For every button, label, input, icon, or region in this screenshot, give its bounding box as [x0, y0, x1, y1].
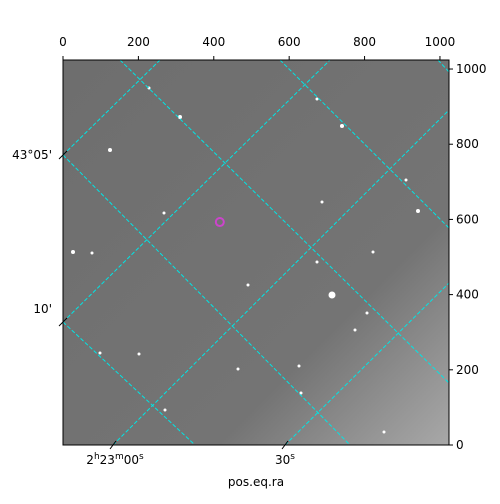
x-tick-label: 1000 [425, 35, 456, 49]
ra-part: 00 [124, 453, 139, 467]
ra-label: 2h23m00s [86, 452, 144, 467]
y-tick-label: 400 [456, 288, 479, 302]
ra-part: 30 [275, 453, 290, 467]
dec-label: 43°05' [12, 148, 52, 162]
sky-image [63, 60, 449, 445]
ra-label: 30s [275, 452, 295, 467]
target-marker [214, 217, 225, 228]
y-tick-label: 0 [456, 438, 464, 452]
dec-label: 10' [33, 302, 52, 316]
x-tick-label: 600 [278, 35, 301, 49]
y-tick-label: 200 [456, 363, 479, 377]
x-tick-label: 800 [353, 35, 376, 49]
ra-part: s [290, 452, 295, 462]
ra-part: 2 [86, 453, 94, 467]
coordinate-grid [62, 59, 450, 446]
ra-part: s [139, 452, 144, 462]
y-tick-label: 800 [456, 137, 479, 151]
x-tick-label: 200 [127, 35, 150, 49]
y-tick-label: 1000 [456, 62, 487, 76]
frame [62, 59, 450, 446]
x-axis-label: pos.eq.ra [228, 475, 284, 489]
x-tick-label: 400 [202, 35, 225, 49]
y-tick-label: 600 [456, 212, 479, 226]
ra-part: h [94, 452, 100, 462]
x-tick-label: 0 [59, 35, 67, 49]
stars [71, 86, 420, 434]
dec-ticks [58, 150, 289, 450]
ra-part: m [115, 452, 124, 462]
ra-part: 23 [100, 453, 115, 467]
